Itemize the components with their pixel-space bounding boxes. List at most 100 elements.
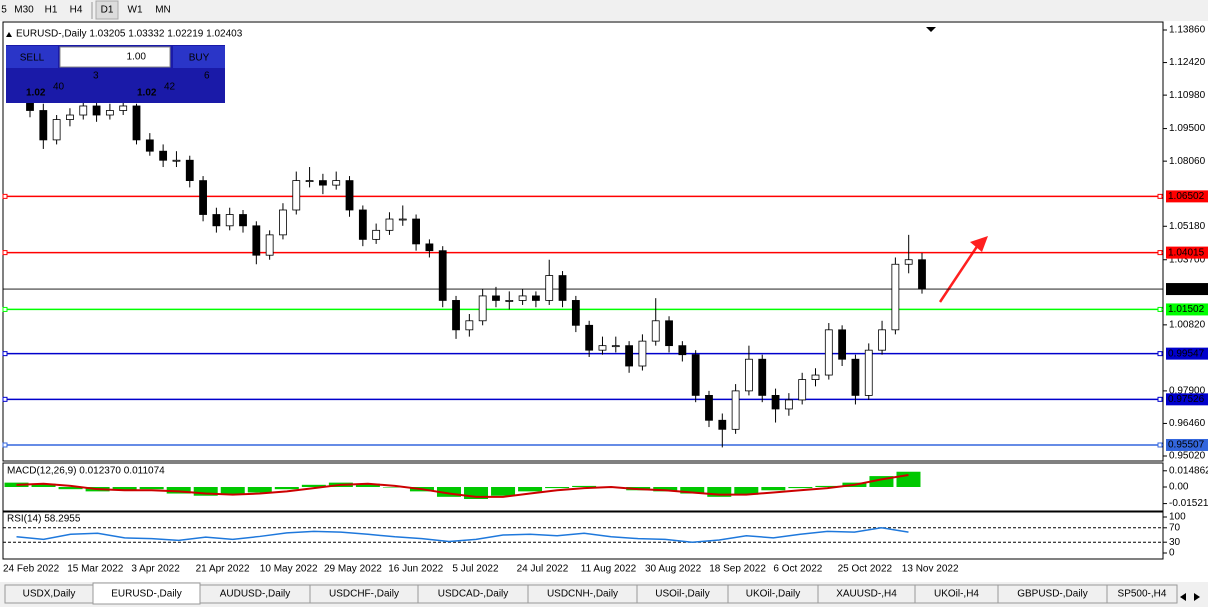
tab-label[interactable]: USDCNH-,Daily: [547, 589, 618, 600]
macd-bar: [761, 487, 786, 491]
level-label: 0.99547: [1168, 348, 1205, 359]
candle-body: [851, 358, 860, 396]
timeframe-button[interactable]: 5: [1, 5, 7, 16]
candle-body: [638, 340, 647, 367]
timeframe-button[interactable]: D1: [101, 5, 114, 16]
price-big: 1.02: [137, 88, 157, 99]
candle-body: [332, 180, 341, 186]
timeframe-button[interactable]: MN: [155, 5, 171, 16]
tab-scroll-right[interactable]: [1194, 593, 1200, 601]
level-label: 1.02403: [1168, 284, 1205, 295]
y-tick-label: 1.12420: [1169, 57, 1206, 68]
macd-bar: [193, 487, 218, 496]
lot-box[interactable]: [59, 46, 171, 68]
level-handle: [2, 306, 8, 312]
level-label: 0.97526: [1168, 394, 1205, 405]
shift-marker: [926, 27, 936, 32]
timeframe-button[interactable]: W1: [128, 5, 143, 16]
level-tag: [1166, 246, 1208, 259]
rsi-pane: [2, 511, 1164, 560]
y-tick-label: 0.96460: [1169, 418, 1206, 429]
level-tag: [1166, 347, 1208, 360]
tab-label[interactable]: XAUUSD-,H4: [836, 589, 897, 600]
candle-body: [358, 209, 367, 240]
candle-body: [918, 259, 926, 290]
timeframe-button[interactable]: H1: [45, 5, 58, 16]
candle-body: [864, 349, 873, 396]
y-tick-label: -0.015211: [1169, 498, 1208, 509]
tab-label[interactable]: AUDUSD-,Daily: [220, 589, 291, 600]
candle-body: [199, 180, 207, 215]
timeframe-active: [95, 0, 119, 20]
x-tick-label: 25 Oct 2022: [838, 564, 893, 575]
candle-body: [878, 329, 886, 351]
candle-body: [532, 295, 540, 301]
tab-scroll-left[interactable]: [1180, 593, 1186, 601]
price-point: 3: [93, 71, 99, 82]
x-tick-label: 15 Mar 2022: [67, 564, 124, 575]
candle-body: [571, 300, 580, 326]
level-handle: [1157, 193, 1163, 199]
tab-label[interactable]: GBPUSD-,Daily: [1017, 589, 1088, 600]
level-label: 1.01502: [1168, 304, 1205, 315]
candle-body: [212, 214, 221, 227]
macd-bar: [247, 487, 272, 493]
candle-body: [239, 214, 247, 227]
x-tick-label: 18 Sep 2022: [709, 564, 766, 575]
x-tick-label: 6 Oct 2022: [773, 564, 822, 575]
y-tick-label: 70: [1169, 522, 1181, 533]
tab-label[interactable]: SP500-,H4: [1118, 589, 1167, 600]
timeframe-button[interactable]: M30: [14, 5, 34, 16]
lot-value[interactable]: 1.00: [127, 52, 147, 63]
macd-bar: [112, 487, 137, 491]
tab-label[interactable]: UKOil-,Daily: [746, 589, 800, 600]
tab-label[interactable]: USDCAD-,Daily: [438, 589, 509, 600]
candle-body: [172, 159, 181, 162]
candle-body: [252, 225, 261, 256]
y-tick-label: 1.03700: [1169, 254, 1206, 265]
candle-body: [891, 263, 900, 331]
level-tag: [1166, 393, 1208, 406]
macd-bar: [572, 485, 597, 487]
candle-body: [425, 243, 434, 252]
sell-button[interactable]: [6, 46, 58, 68]
tab-label[interactable]: UKOil-,H4: [934, 589, 979, 600]
candle-body: [465, 320, 474, 331]
y-tick-label: 1.08060: [1169, 156, 1206, 167]
level-handle: [1157, 250, 1163, 256]
buy-button[interactable]: [173, 46, 225, 68]
level-handle: [1157, 442, 1163, 448]
candle-body: [398, 218, 407, 221]
sell-label[interactable]: SELL: [20, 53, 45, 64]
candle-body: [798, 379, 807, 401]
level-tag: [1166, 190, 1208, 203]
y-tick-label: 1.05180: [1169, 221, 1206, 232]
candle-body: [904, 259, 913, 265]
candle-body: [705, 395, 713, 421]
tab-label[interactable]: USOil-,Daily: [655, 589, 709, 600]
macd-bar: [139, 487, 164, 490]
buy-label[interactable]: BUY: [189, 53, 210, 64]
x-tick-label: 21 Apr 2022: [196, 564, 250, 575]
y-tick-label: 1.13860: [1169, 25, 1206, 36]
macd-bar: [274, 487, 299, 490]
price-big: 1.02: [26, 88, 46, 99]
x-tick-label: 5 Jul 2022: [452, 564, 499, 575]
tab-label[interactable]: EURUSD-,Daily: [111, 589, 182, 600]
tab-label[interactable]: USDCHF-,Daily: [329, 589, 399, 600]
timeframe-button[interactable]: H4: [70, 5, 83, 16]
tab[interactable]: [1106, 584, 1178, 604]
candle-body: [385, 218, 394, 231]
candle-body: [292, 180, 301, 211]
tab-label[interactable]: USDX,Daily: [23, 589, 76, 600]
candle-body: [691, 354, 700, 396]
level-handle: [2, 396, 8, 402]
candle-body: [505, 300, 514, 302]
price-pips: 42: [164, 82, 176, 93]
candle-body: [305, 180, 314, 182]
x-tick-label: 24 Jul 2022: [517, 564, 569, 575]
candle-body: [66, 114, 74, 120]
candle-body: [132, 105, 141, 141]
x-tick-label: 29 May 2022: [324, 564, 382, 575]
candle-body: [372, 229, 381, 240]
